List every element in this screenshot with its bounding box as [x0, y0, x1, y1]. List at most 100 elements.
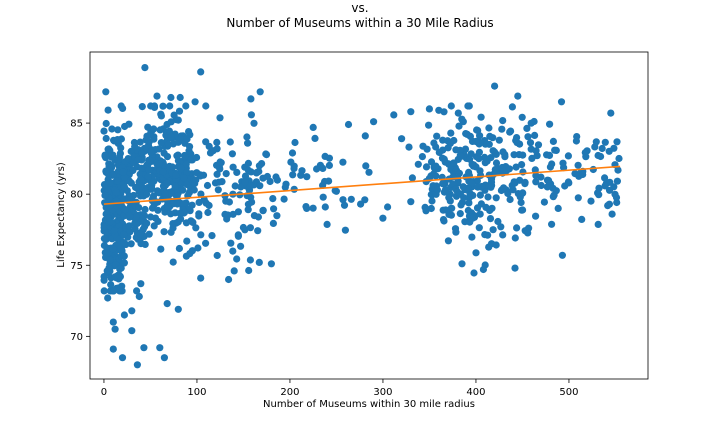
data-point [311, 134, 319, 142]
data-point [174, 218, 182, 226]
data-point [472, 137, 480, 146]
data-point [193, 153, 201, 162]
data-point [483, 155, 491, 164]
data-point [432, 162, 440, 170]
data-point [341, 226, 349, 234]
data-point [444, 144, 452, 152]
data-point [234, 232, 242, 240]
data-point [595, 191, 603, 199]
data-point [262, 150, 270, 158]
data-point [149, 192, 158, 200]
data-point [145, 230, 153, 238]
data-point [303, 173, 311, 181]
data-point [511, 234, 519, 242]
data-point [159, 102, 167, 110]
data-point [325, 177, 333, 185]
data-point [133, 287, 141, 295]
x-tick-label: 300 [373, 387, 392, 398]
data-point [475, 224, 483, 232]
data-point [237, 242, 245, 250]
data-point [427, 204, 435, 213]
data-point [209, 147, 217, 155]
data-point [500, 184, 508, 192]
data-point [216, 114, 224, 122]
data-point [379, 214, 387, 222]
data-point [460, 194, 468, 202]
data-point [244, 166, 252, 174]
data-point [462, 130, 470, 138]
data-point [442, 206, 450, 214]
data-point [601, 182, 609, 190]
data-point [227, 239, 235, 247]
x-tick-label: 200 [280, 387, 299, 398]
data-point [594, 151, 602, 160]
data-point [492, 241, 500, 249]
data-point [455, 122, 463, 130]
data-point [319, 181, 327, 189]
data-point [581, 149, 589, 157]
data-point [432, 172, 440, 180]
data-point [523, 124, 531, 132]
data-point [319, 193, 327, 201]
data-point [174, 116, 182, 124]
data-point [468, 233, 476, 241]
data-point [444, 237, 452, 245]
data-point [519, 206, 527, 214]
data-point [433, 132, 441, 140]
data-point [100, 235, 108, 243]
data-point [390, 111, 398, 119]
data-point [223, 211, 231, 219]
data-point [455, 169, 463, 177]
data-point [180, 174, 188, 182]
data-point [156, 126, 164, 134]
data-point [165, 127, 173, 135]
data-point [192, 176, 200, 184]
data-point [432, 143, 440, 151]
data-point [256, 182, 264, 190]
data-point [241, 172, 250, 180]
data-point [150, 125, 158, 133]
data-point [557, 98, 566, 106]
y-tick-label: 70 [70, 332, 83, 343]
data-point [213, 251, 221, 260]
data-point [518, 113, 526, 121]
data-point [234, 208, 242, 216]
data-point [518, 161, 526, 169]
data-point [451, 225, 460, 233]
data-point [125, 222, 133, 230]
data-point [110, 287, 118, 295]
data-point [546, 120, 554, 128]
data-point [450, 159, 458, 167]
data-point [613, 138, 621, 146]
data-point [273, 212, 281, 220]
data-point [339, 158, 347, 166]
data-point [439, 136, 447, 144]
x-tick-label: 500 [559, 387, 578, 398]
data-point [269, 219, 277, 227]
data-point [548, 160, 556, 168]
data-point [492, 150, 500, 158]
data-point [425, 105, 433, 113]
data-point [106, 179, 114, 187]
data-point [512, 163, 520, 171]
data-point [246, 256, 254, 264]
data-point [297, 171, 305, 179]
data-point [104, 249, 112, 257]
data-point [182, 160, 190, 168]
data-point [131, 225, 139, 233]
data-point [161, 190, 169, 198]
data-point [537, 181, 545, 190]
trend-line [103, 165, 621, 205]
data-point [244, 206, 252, 214]
data-point [607, 109, 615, 117]
data-point [244, 200, 252, 208]
data-point [578, 215, 586, 223]
data-point [176, 209, 184, 217]
data-point [561, 182, 569, 190]
data-point [166, 102, 174, 110]
data-point [104, 294, 112, 302]
data-point [414, 160, 422, 168]
data-point [214, 186, 222, 194]
data-point [182, 252, 190, 260]
